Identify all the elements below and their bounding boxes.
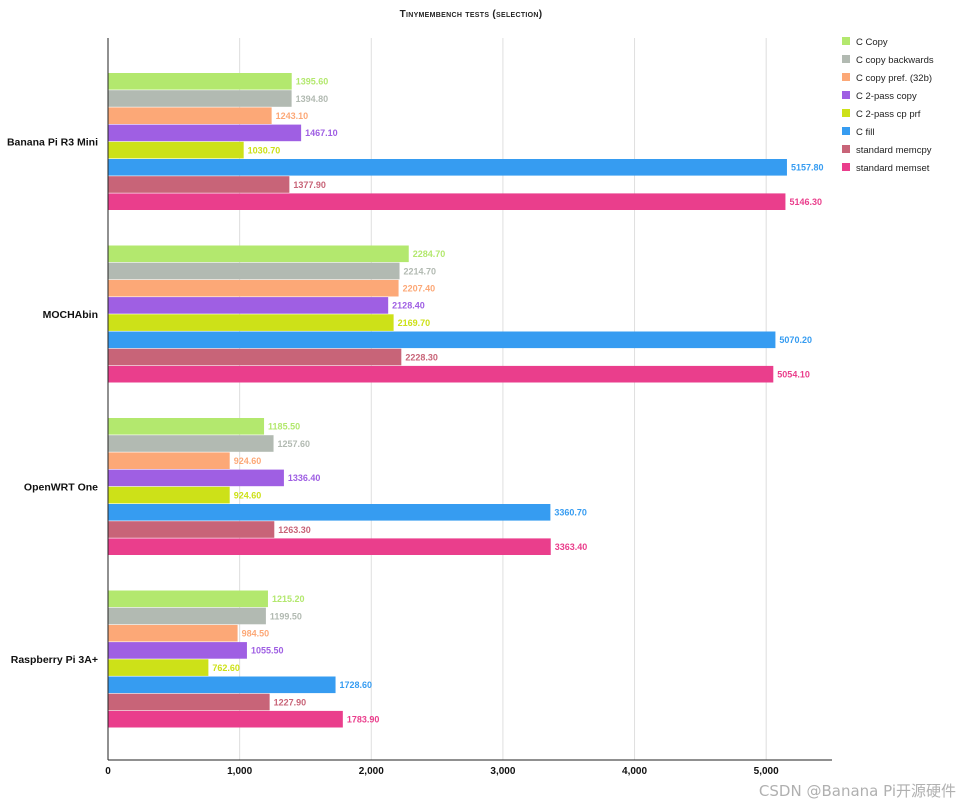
x-tick-label: 4,000 [622, 766, 647, 777]
legend-swatch [842, 163, 850, 171]
data-label: 1257.60 [278, 439, 311, 449]
category-label: MOCHAbin [43, 309, 98, 321]
category-label: OpenWRT One [24, 481, 98, 493]
bar [108, 314, 394, 331]
bar [108, 141, 244, 159]
data-label: 1336.40 [288, 473, 321, 483]
data-label: 5054.10 [777, 370, 810, 380]
bar [108, 710, 343, 728]
bars: 1395.60 1394.80 1243.10 1467.10 1030.70 5157.… [108, 73, 824, 728]
legend-label: C 2-pass cp prf [856, 109, 921, 120]
x-tick-label: 1,000 [227, 766, 252, 777]
bar [108, 504, 551, 521]
bar [108, 435, 274, 452]
gridlines [239, 38, 767, 760]
bar [108, 418, 265, 435]
data-label: 3360.70 [554, 508, 587, 518]
legend-swatch [842, 91, 850, 99]
data-label: 2214.70 [404, 266, 437, 276]
data-label: 1395.60 [296, 77, 329, 87]
data-label: 1728.60 [340, 680, 373, 690]
bar [108, 297, 389, 314]
data-label: 762.60 [212, 663, 240, 673]
data-label: 5146.30 [789, 197, 822, 207]
bar [108, 642, 247, 659]
bar [108, 469, 284, 487]
bar [108, 176, 290, 193]
bar [108, 521, 275, 538]
legend-swatch [842, 73, 850, 81]
data-label: 1243.10 [276, 111, 309, 121]
chart-title: Tinymembench tests (selection) [400, 9, 543, 20]
x-tick-label: 2,000 [359, 766, 384, 777]
legend-label: standard memcpy [856, 145, 932, 156]
watermark: CSDN @Banana Pi开源硬件 [758, 782, 956, 800]
bar [108, 590, 268, 608]
data-label: 2169.70 [398, 318, 431, 328]
legend-swatch [842, 127, 850, 135]
bar [108, 365, 774, 383]
x-tick-label: 0 [105, 766, 111, 777]
data-label: 1783.90 [347, 715, 380, 725]
data-label: 5070.20 [779, 335, 812, 345]
data-label: 1215.20 [272, 594, 305, 604]
bar [108, 279, 399, 297]
data-label: 1467.10 [305, 128, 338, 138]
bar [108, 262, 400, 280]
data-label: 2284.70 [413, 249, 446, 259]
bar [108, 348, 402, 366]
legend-swatch [842, 145, 850, 153]
x-tick-label: 3,000 [490, 766, 515, 777]
bar [108, 245, 409, 263]
data-label: 1055.50 [251, 646, 284, 656]
legend-label: C copy backwards [856, 55, 934, 66]
legend-label: C 2-pass copy [856, 91, 917, 102]
data-label: 1263.30 [278, 525, 311, 535]
legend-label: C Copy [856, 37, 888, 48]
bar [108, 538, 551, 555]
data-label: 924.60 [234, 456, 262, 466]
bar [108, 331, 776, 349]
data-label: 2207.40 [403, 284, 436, 294]
bar [108, 107, 272, 124]
category-label: Banana Pi R3 Mini [7, 136, 98, 148]
bar [108, 73, 292, 90]
data-label: 3363.40 [555, 542, 588, 552]
x-tick-label: 5,000 [754, 766, 779, 777]
category-label: Raspberry Pi 3A+ [11, 654, 98, 666]
axes: 0 1,000 2,000 3,000 4,000 5,000 Banana Pi R3 M… [7, 38, 832, 777]
bar [108, 452, 230, 469]
legend-swatch [842, 55, 850, 63]
legend-label: standard memset [856, 163, 930, 174]
data-label: 1377.90 [293, 180, 326, 190]
data-label: 1394.80 [296, 94, 329, 104]
bar [108, 90, 292, 107]
bar [108, 607, 266, 625]
bar [108, 659, 209, 676]
bar [108, 159, 787, 176]
data-label: 5157.80 [791, 163, 824, 173]
bar [108, 486, 230, 504]
bar [108, 676, 336, 694]
data-label: 2128.40 [392, 301, 425, 311]
legend-label: C copy pref. (32b) [856, 73, 932, 84]
legend: C Copy C copy backwards C copy pref. (32b)… [842, 37, 934, 174]
bar [108, 624, 238, 642]
data-label: 1185.50 [268, 422, 300, 432]
bar [108, 693, 270, 711]
data-label: 924.60 [234, 490, 262, 500]
data-label: 984.50 [242, 629, 270, 639]
bar [108, 124, 302, 142]
legend-swatch [842, 37, 850, 45]
bar [108, 193, 786, 210]
data-label: 2228.30 [405, 352, 438, 362]
data-label: 1199.50 [270, 611, 302, 621]
legend-swatch [842, 109, 850, 117]
data-label: 1227.90 [274, 697, 307, 707]
legend-label: C fill [856, 127, 874, 138]
data-label: 1030.70 [248, 145, 281, 155]
